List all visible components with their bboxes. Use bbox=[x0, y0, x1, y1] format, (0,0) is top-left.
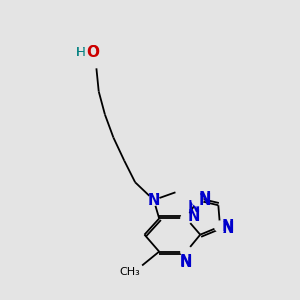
Text: O: O bbox=[86, 45, 99, 60]
Text: N: N bbox=[199, 193, 211, 208]
Circle shape bbox=[181, 213, 192, 224]
Text: N: N bbox=[188, 209, 200, 224]
Circle shape bbox=[148, 195, 159, 206]
Text: N: N bbox=[222, 219, 234, 234]
Text: N: N bbox=[199, 190, 211, 206]
Circle shape bbox=[181, 246, 192, 257]
Circle shape bbox=[192, 195, 203, 206]
Circle shape bbox=[82, 46, 96, 60]
Text: N: N bbox=[188, 200, 200, 214]
Text: N: N bbox=[148, 193, 160, 208]
Text: N: N bbox=[222, 220, 234, 236]
Text: CH₃: CH₃ bbox=[119, 267, 140, 277]
Text: H: H bbox=[76, 46, 85, 59]
Text: N: N bbox=[180, 254, 193, 269]
Text: N: N bbox=[148, 193, 160, 208]
Text: H: H bbox=[76, 46, 85, 59]
Text: N: N bbox=[180, 256, 193, 271]
Text: O: O bbox=[86, 45, 99, 60]
Circle shape bbox=[214, 221, 226, 232]
